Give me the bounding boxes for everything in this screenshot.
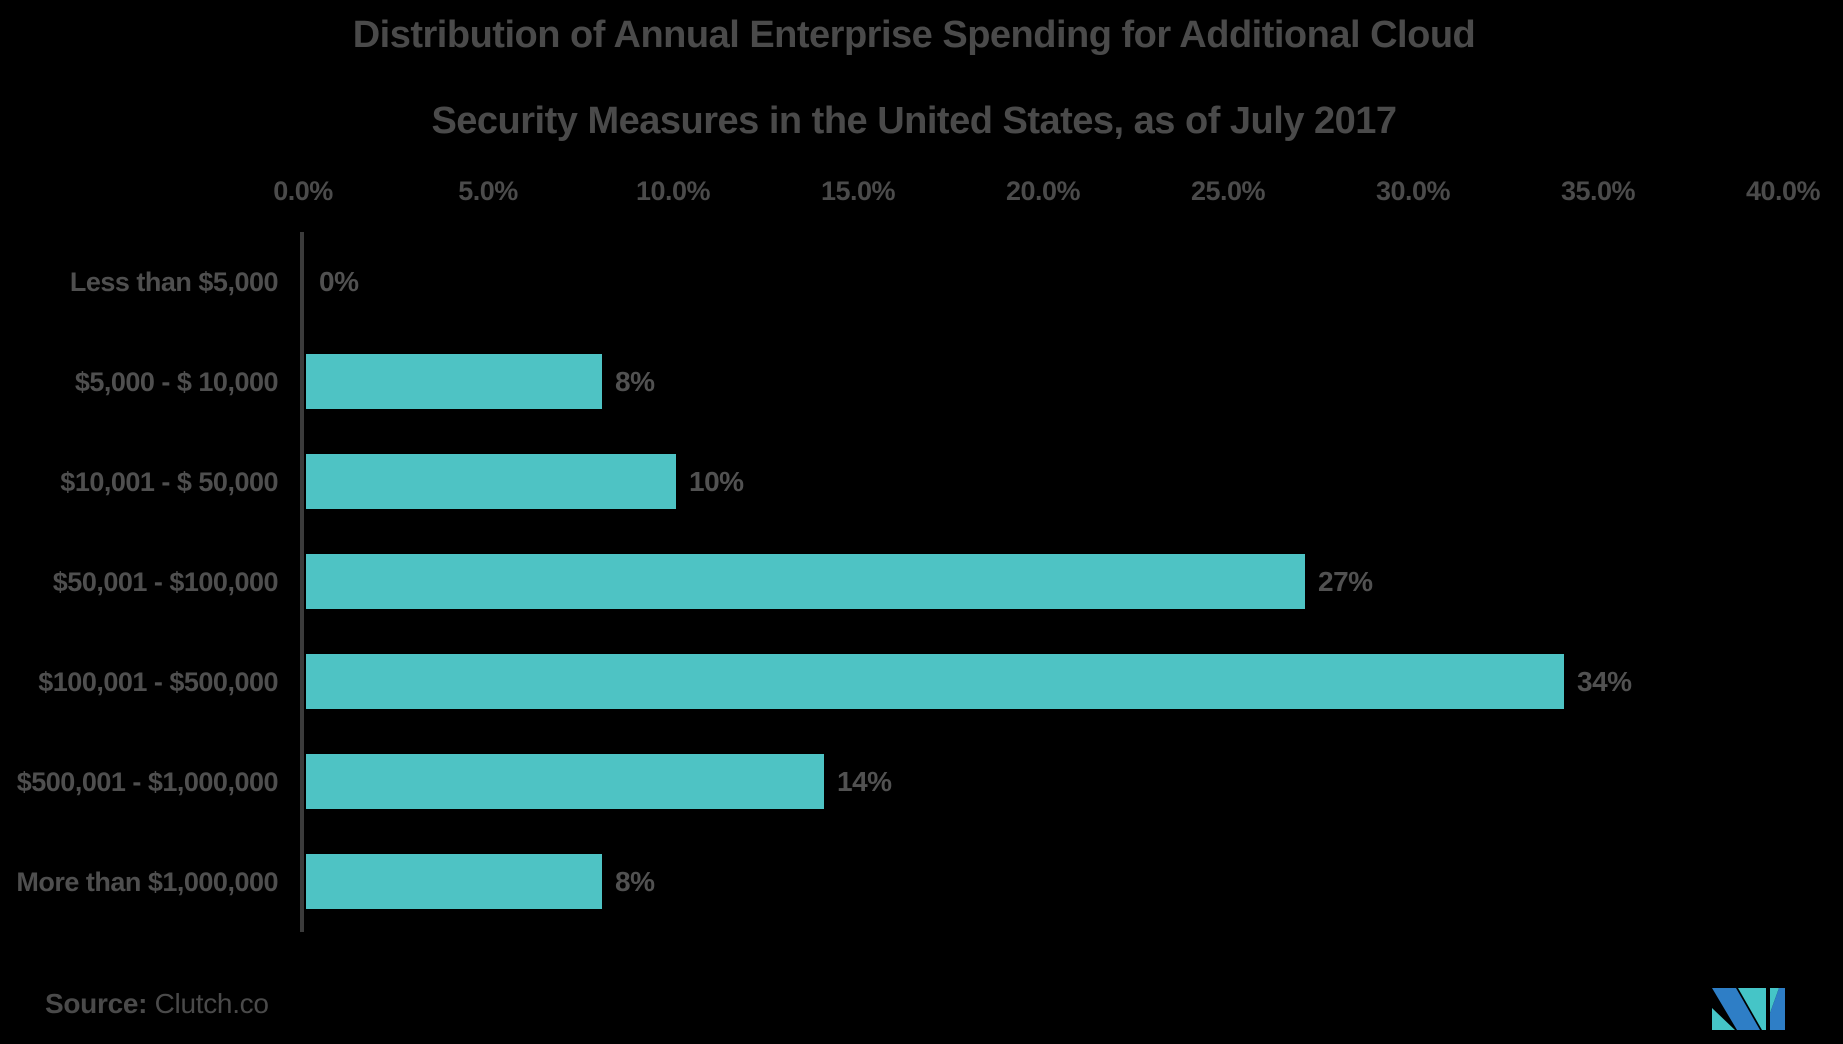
value-label: 0% [319, 266, 359, 297]
value-label: 27% [1318, 566, 1373, 597]
category-label: $100,001 - $500,000 [38, 667, 278, 697]
chart-row: $50,001 - $100,000 27% [0, 532, 1843, 632]
y-axis-line [300, 232, 304, 932]
x-axis-tick: 30.0% [1375, 176, 1451, 206]
value-label: 10% [689, 466, 744, 497]
logo-mid-teal-band [1738, 988, 1766, 1030]
value-label: 8% [615, 866, 655, 897]
category-label: $500,001 - $1,000,000 [16, 767, 279, 797]
x-axis-tick: 35.0% [1560, 176, 1636, 206]
mordor-intelligence-logo [1712, 988, 1785, 1030]
chart-row: $5,000 - $ 10,000 8% [0, 332, 1843, 432]
chart-row: $10,001 - $ 50,000 10% [0, 432, 1843, 532]
value-label: 34% [1577, 666, 1632, 697]
x-axis-tick: 20.0% [1005, 176, 1081, 206]
bar [306, 654, 1564, 709]
value-label: 14% [837, 766, 892, 797]
x-axis-tick: 5.0% [458, 176, 518, 206]
logo-left-teal-triangle [1712, 1008, 1735, 1030]
x-axis-tick: 10.0% [635, 176, 711, 206]
logo-right-blue-shape [1770, 988, 1785, 1030]
value-label: 8% [615, 366, 655, 397]
category-label: $5,000 - $ 10,000 [74, 367, 279, 397]
bar [306, 354, 602, 409]
x-axis-tick: 40.0% [1745, 176, 1821, 206]
bar [306, 854, 602, 909]
x-axis-tick: 25.0% [1190, 176, 1266, 206]
chart-row: Less than $5,000 0% [0, 232, 1843, 332]
x-axis-tick: 0.0% [273, 176, 333, 206]
chart-row: More than $1,000,000 8% [0, 832, 1843, 932]
x-axis-tick: 15.0% [820, 176, 896, 206]
chart-row: $500,001 - $1,000,000 14% [0, 732, 1843, 832]
category-label: Less than $5,000 [69, 267, 279, 297]
chart-title-line-1: Distribution of Annual Enterprise Spendi… [352, 14, 1476, 56]
category-label: $10,001 - $ 50,000 [60, 467, 278, 497]
bar [306, 554, 1305, 609]
category-label: More than $1,000,000 [16, 867, 278, 897]
source-value: Clutch.co [154, 988, 269, 1019]
source-label: Source: [45, 988, 148, 1019]
chart-title-line-2: Security Measures in the United States, … [431, 100, 1397, 142]
source-line: Source: Clutch.co [45, 988, 269, 1020]
category-label: $50,001 - $100,000 [52, 567, 279, 597]
bar [306, 754, 824, 809]
bar [306, 454, 676, 509]
logo-left-blue-band [1712, 988, 1760, 1030]
chart-row: $100,001 - $500,000 34% [0, 632, 1843, 732]
